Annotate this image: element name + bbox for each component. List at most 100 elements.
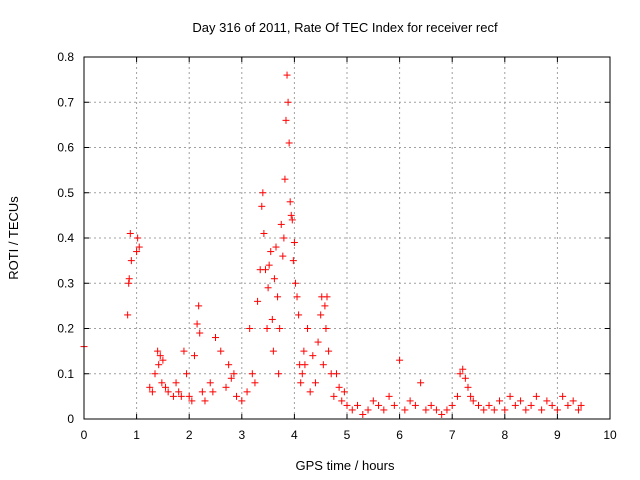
data-point — [490, 406, 498, 414]
data-point — [272, 243, 280, 251]
axis-ticks: 0 1 2 3 4 5 6 7 8 9 10 0 0.1 0.2 0.3 0.4 0.5 0.6 0.7 0.8 — [57, 50, 617, 442]
x-axis-label: GPS time / hours — [296, 458, 395, 473]
data-point — [212, 334, 219, 342]
x-tick-label: 5 — [344, 428, 351, 442]
data-point — [375, 401, 383, 409]
data-point — [459, 365, 467, 373]
data-point — [267, 248, 275, 256]
y-tick-label: 0.3 — [57, 276, 74, 290]
x-tick-label: 1 — [133, 428, 140, 442]
data-point — [183, 370, 191, 378]
data-point — [251, 379, 259, 387]
data-point — [243, 388, 251, 396]
data-point — [261, 266, 269, 274]
data-point — [180, 347, 188, 355]
data-point — [259, 189, 267, 197]
data-point — [390, 401, 398, 409]
data-point — [270, 275, 278, 283]
y-tick-label: 0.1 — [57, 367, 74, 381]
data-point — [304, 325, 312, 332]
data-point — [195, 302, 203, 310]
data-point — [553, 406, 561, 414]
data-point — [185, 392, 193, 400]
data-point — [301, 361, 309, 369]
data-point — [306, 388, 314, 396]
data-point — [206, 379, 214, 387]
data-point — [164, 388, 172, 396]
data-point — [330, 392, 338, 400]
data-point — [385, 392, 393, 400]
x-tick-label: 4 — [291, 428, 298, 442]
data-point — [281, 175, 289, 183]
data-point — [298, 370, 306, 378]
data-point — [577, 401, 585, 409]
x-tick-label: 10 — [603, 428, 617, 442]
data-point — [125, 279, 133, 287]
data-point — [125, 275, 133, 283]
data-point — [134, 234, 142, 242]
data-point — [155, 361, 163, 369]
data-point — [276, 325, 284, 332]
x-tick-label: 8 — [501, 428, 508, 442]
data-point — [188, 397, 196, 405]
data-point — [133, 248, 141, 256]
data-point — [225, 361, 233, 369]
x-tick-label: 6 — [396, 428, 403, 442]
data-point — [411, 401, 419, 409]
data-point — [406, 397, 414, 405]
data-point — [148, 388, 156, 396]
data-point — [289, 257, 297, 265]
data-point — [248, 370, 256, 378]
data-point — [467, 392, 475, 400]
y-tick-label: 0.2 — [57, 322, 74, 336]
data-point — [480, 406, 488, 414]
data-point — [177, 392, 185, 400]
data-point — [501, 406, 509, 414]
data-point — [359, 410, 367, 418]
data-point — [485, 401, 493, 409]
data-point — [230, 370, 238, 378]
data-point — [427, 401, 435, 409]
data-point — [124, 311, 132, 319]
y-tick-label: 0.4 — [57, 231, 74, 245]
data-point — [338, 397, 346, 405]
data-point — [380, 406, 388, 414]
data-point — [300, 347, 308, 355]
data-point — [569, 397, 577, 405]
data-point — [506, 392, 514, 400]
data-point — [448, 401, 456, 409]
data-point — [332, 370, 340, 378]
data-point — [548, 401, 556, 409]
data-point — [126, 229, 134, 237]
data-point — [291, 279, 299, 287]
grid — [84, 57, 610, 419]
y-tick-label: 0.5 — [57, 186, 74, 200]
data-point — [209, 388, 217, 396]
data-point — [172, 379, 180, 387]
data-point — [469, 397, 477, 405]
data-point — [538, 406, 546, 414]
data-point — [175, 388, 183, 396]
data-point — [574, 406, 582, 414]
data-point — [511, 401, 519, 409]
data-point — [290, 239, 298, 247]
x-tick-label: 2 — [186, 428, 193, 442]
data-point — [517, 397, 525, 405]
data-point — [335, 383, 343, 391]
data-point — [396, 356, 404, 364]
data-point — [162, 383, 170, 391]
data-point — [268, 315, 276, 323]
chart-title: Day 316 of 2011, Rate Of TEC Index for r… — [192, 20, 498, 35]
data-point — [274, 293, 282, 301]
data-point — [275, 370, 283, 378]
y-tick-label: 0 — [67, 412, 74, 426]
data-point — [238, 397, 246, 405]
data-point — [422, 406, 430, 414]
data-point — [287, 211, 295, 219]
data-point — [443, 406, 451, 414]
data-point — [319, 361, 327, 369]
data-point — [438, 410, 446, 418]
y-axis-label: ROTI / TECUs — [6, 196, 21, 280]
data-point — [265, 261, 273, 269]
